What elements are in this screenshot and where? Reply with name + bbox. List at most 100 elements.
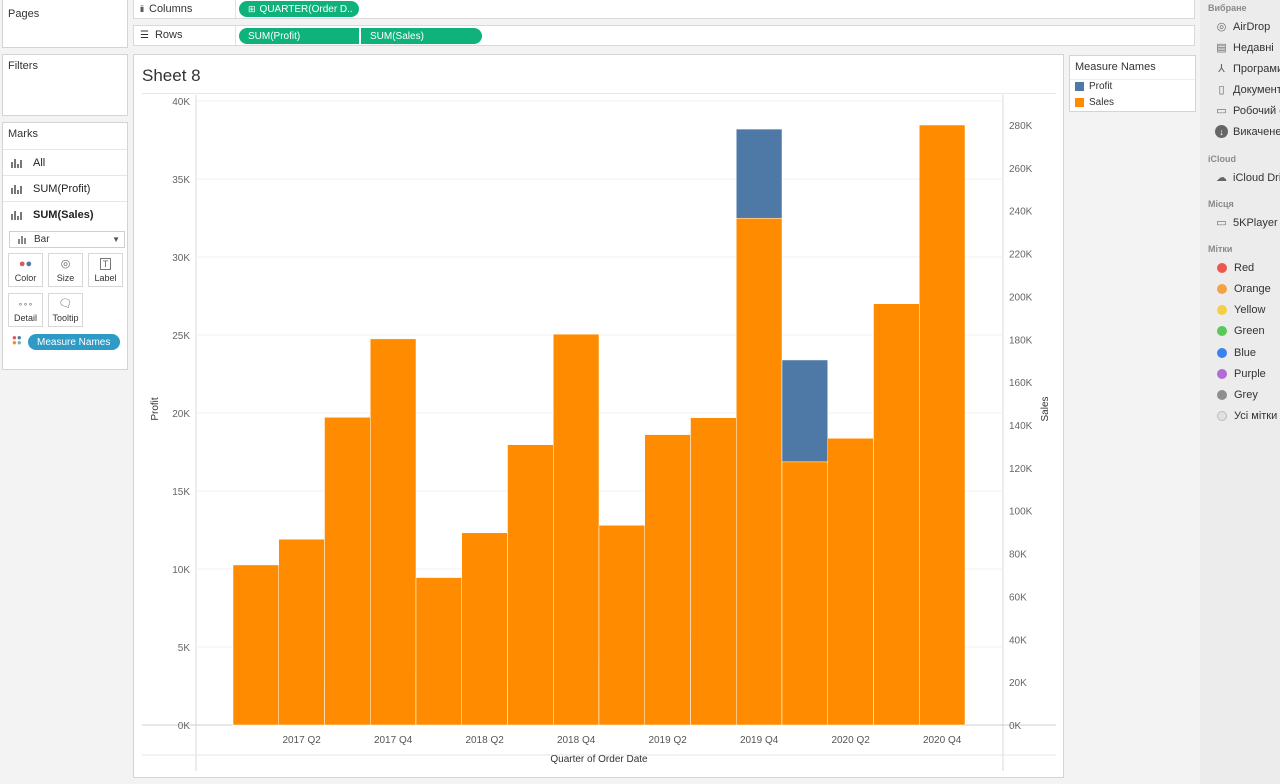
left-tick-label: 35K bbox=[172, 175, 190, 186]
color-legend-icon: ●● ●● bbox=[12, 333, 22, 347]
right-tick-label: 20K bbox=[1009, 678, 1027, 689]
bar-chart-icon bbox=[11, 184, 23, 194]
right-tick-label: 140K bbox=[1009, 421, 1033, 432]
marks-row-profit[interactable]: SUM(Profit) bbox=[3, 175, 127, 201]
downloads-icon: ↓ bbox=[1215, 125, 1228, 138]
sales-bar bbox=[827, 438, 874, 726]
tooltip-button[interactable]: 🗨 Tooltip bbox=[48, 293, 83, 327]
sidebar-item-icloud-drive[interactable]: ☁iCloud Drive bbox=[1216, 171, 1280, 185]
rows-label: Rows bbox=[154, 29, 183, 41]
size-button[interactable]: ◎ Size bbox=[48, 253, 83, 287]
text-label-icon: T bbox=[89, 258, 122, 270]
columns-icon: iii bbox=[140, 4, 144, 14]
left-tick-label: 40K bbox=[172, 97, 190, 108]
left-tick-label: 5K bbox=[178, 643, 191, 654]
marks-row-label: SUM(Sales) bbox=[33, 208, 94, 221]
label-button[interactable]: T Label bbox=[88, 253, 123, 287]
tag-all[interactable]: Усі мітки bbox=[1215, 410, 1277, 422]
columns-shelf: iii Columns ⊞ QUARTER(Order D.. bbox=[133, 0, 1195, 19]
documents-icon: ▯ bbox=[1218, 84, 1225, 96]
marks-row-sales[interactable]: SUM(Sales) bbox=[3, 201, 127, 227]
legend-swatch bbox=[1075, 98, 1084, 107]
tag-purple[interactable]: Purple bbox=[1215, 368, 1266, 380]
chart: 0K 5K 10K 15K 20K 25K 30K 35K 40K 0K 20K 40K 60K 80K 1… bbox=[142, 95, 1056, 771]
sidebar-item-desktop[interactable]: ▭Робочий стіл bbox=[1216, 104, 1280, 118]
sales-bar bbox=[598, 525, 645, 726]
measure-names-pill[interactable]: Measure Names bbox=[28, 334, 120, 350]
legend-item-sales[interactable]: Sales bbox=[1075, 97, 1114, 108]
filters-panel[interactable]: Filters bbox=[2, 54, 128, 116]
marks-row-all[interactable]: All bbox=[3, 149, 127, 175]
right-tick-label: 240K bbox=[1009, 207, 1033, 218]
tooltip-icon: 🗨 bbox=[58, 298, 73, 310]
airdrop-icon: ◎ bbox=[1216, 21, 1227, 33]
applications-icon: ⅄ bbox=[1218, 63, 1225, 75]
tag-dot-icon bbox=[1217, 390, 1227, 400]
bar-chart-icon bbox=[11, 210, 23, 220]
sales-bar bbox=[461, 532, 508, 726]
sales-bar bbox=[873, 303, 920, 726]
sidebar-item-5kplayer[interactable]: ▭ 5KPlayer bbox=[1216, 216, 1278, 230]
rows-pill-profit[interactable]: SUM(Profit) bbox=[239, 28, 359, 44]
rows-shelf: ☰ Rows SUM(Profit) SUM(Sales) bbox=[133, 25, 1195, 46]
disk-icon: ▭ bbox=[1216, 217, 1227, 229]
sidebar-item-downloads[interactable]: ↓ Викачене bbox=[1215, 125, 1280, 138]
sales-bar bbox=[278, 538, 325, 726]
x-axis-title: Quarter of Order Date bbox=[550, 754, 648, 765]
tag-blue[interactable]: Blue bbox=[1215, 347, 1256, 359]
marks-row-label: SUM(Profit) bbox=[33, 182, 91, 195]
x-tick-label: 2020 Q2 bbox=[831, 735, 870, 746]
label-button-label: Label bbox=[94, 273, 117, 283]
columns-pill[interactable]: ⊞ QUARTER(Order D.. bbox=[239, 1, 359, 17]
tag-dot-icon bbox=[1217, 284, 1227, 294]
icloud-header: iCloud bbox=[1208, 154, 1236, 164]
left-tick-label: 10K bbox=[172, 565, 190, 576]
marks-panel: Marks All SUM(Profit) SUM(Sales) Bar ▼ ●… bbox=[2, 122, 128, 370]
x-tick-label: 2018 Q2 bbox=[465, 735, 504, 746]
detail-button[interactable]: ∘∘∘ Detail bbox=[8, 293, 43, 327]
tag-dot-icon bbox=[1217, 411, 1227, 421]
color-button-label: Color bbox=[14, 273, 37, 283]
detail-button-label: Detail bbox=[13, 313, 37, 323]
size-icon: ◎ bbox=[60, 258, 71, 270]
pages-panel[interactable]: Pages bbox=[2, 0, 128, 48]
tag-dot-icon bbox=[1217, 326, 1227, 336]
rows-icon: ☰ bbox=[140, 29, 149, 41]
right-tick-label: 180K bbox=[1009, 335, 1033, 346]
sidebar-item-recents[interactable]: ▤ Недавні bbox=[1216, 41, 1274, 55]
color-icon: ●● bbox=[18, 258, 33, 270]
tag-grey[interactable]: Grey bbox=[1215, 389, 1258, 401]
tag-yellow[interactable]: Yellow bbox=[1215, 304, 1265, 316]
sales-bar bbox=[324, 417, 371, 726]
sidebar-item-airdrop[interactable]: ◎ AirDrop bbox=[1216, 20, 1271, 34]
right-tick-label: 280K bbox=[1009, 121, 1033, 132]
sales-bar bbox=[919, 124, 966, 726]
bar-chart-icon bbox=[18, 235, 28, 244]
sidebar-item-documents[interactable]: ▯Документи bbox=[1215, 83, 1280, 97]
left-tick-label: 20K bbox=[172, 409, 190, 420]
mark-type-dropdown[interactable]: Bar ▼ bbox=[9, 231, 125, 248]
rows-pill-sales[interactable]: SUM(Sales) bbox=[361, 28, 482, 44]
tag-orange[interactable]: Orange bbox=[1215, 283, 1271, 295]
sales-bar bbox=[232, 564, 279, 726]
x-tick-label: 2018 Q4 bbox=[557, 735, 596, 746]
tag-green[interactable]: Green bbox=[1215, 325, 1265, 337]
sidebar-item-applications[interactable]: ⅄ Програми bbox=[1215, 62, 1280, 76]
shelf-divider bbox=[235, 0, 236, 18]
color-button[interactable]: ●● Color bbox=[8, 253, 43, 287]
tag-red[interactable]: Red bbox=[1215, 262, 1254, 274]
tooltip-button-label: Tooltip bbox=[52, 313, 79, 323]
columns-shelf-label: iii Columns bbox=[140, 3, 192, 15]
right-tick-label: 0K bbox=[1009, 721, 1022, 732]
marks-row-label: All bbox=[33, 156, 46, 169]
right-tick-label: 100K bbox=[1009, 507, 1033, 518]
pages-title: Pages bbox=[8, 8, 40, 20]
detail-icon: ∘∘∘ bbox=[17, 300, 34, 309]
tag-dot-icon bbox=[1217, 369, 1227, 379]
legend-item-profit[interactable]: Profit bbox=[1075, 81, 1112, 92]
sales-bar bbox=[736, 217, 783, 726]
right-tick-label: 60K bbox=[1009, 592, 1027, 603]
sales-bar bbox=[644, 434, 691, 726]
cloud-icon: ☁ bbox=[1216, 172, 1227, 184]
left-tick-label: 15K bbox=[172, 487, 190, 498]
